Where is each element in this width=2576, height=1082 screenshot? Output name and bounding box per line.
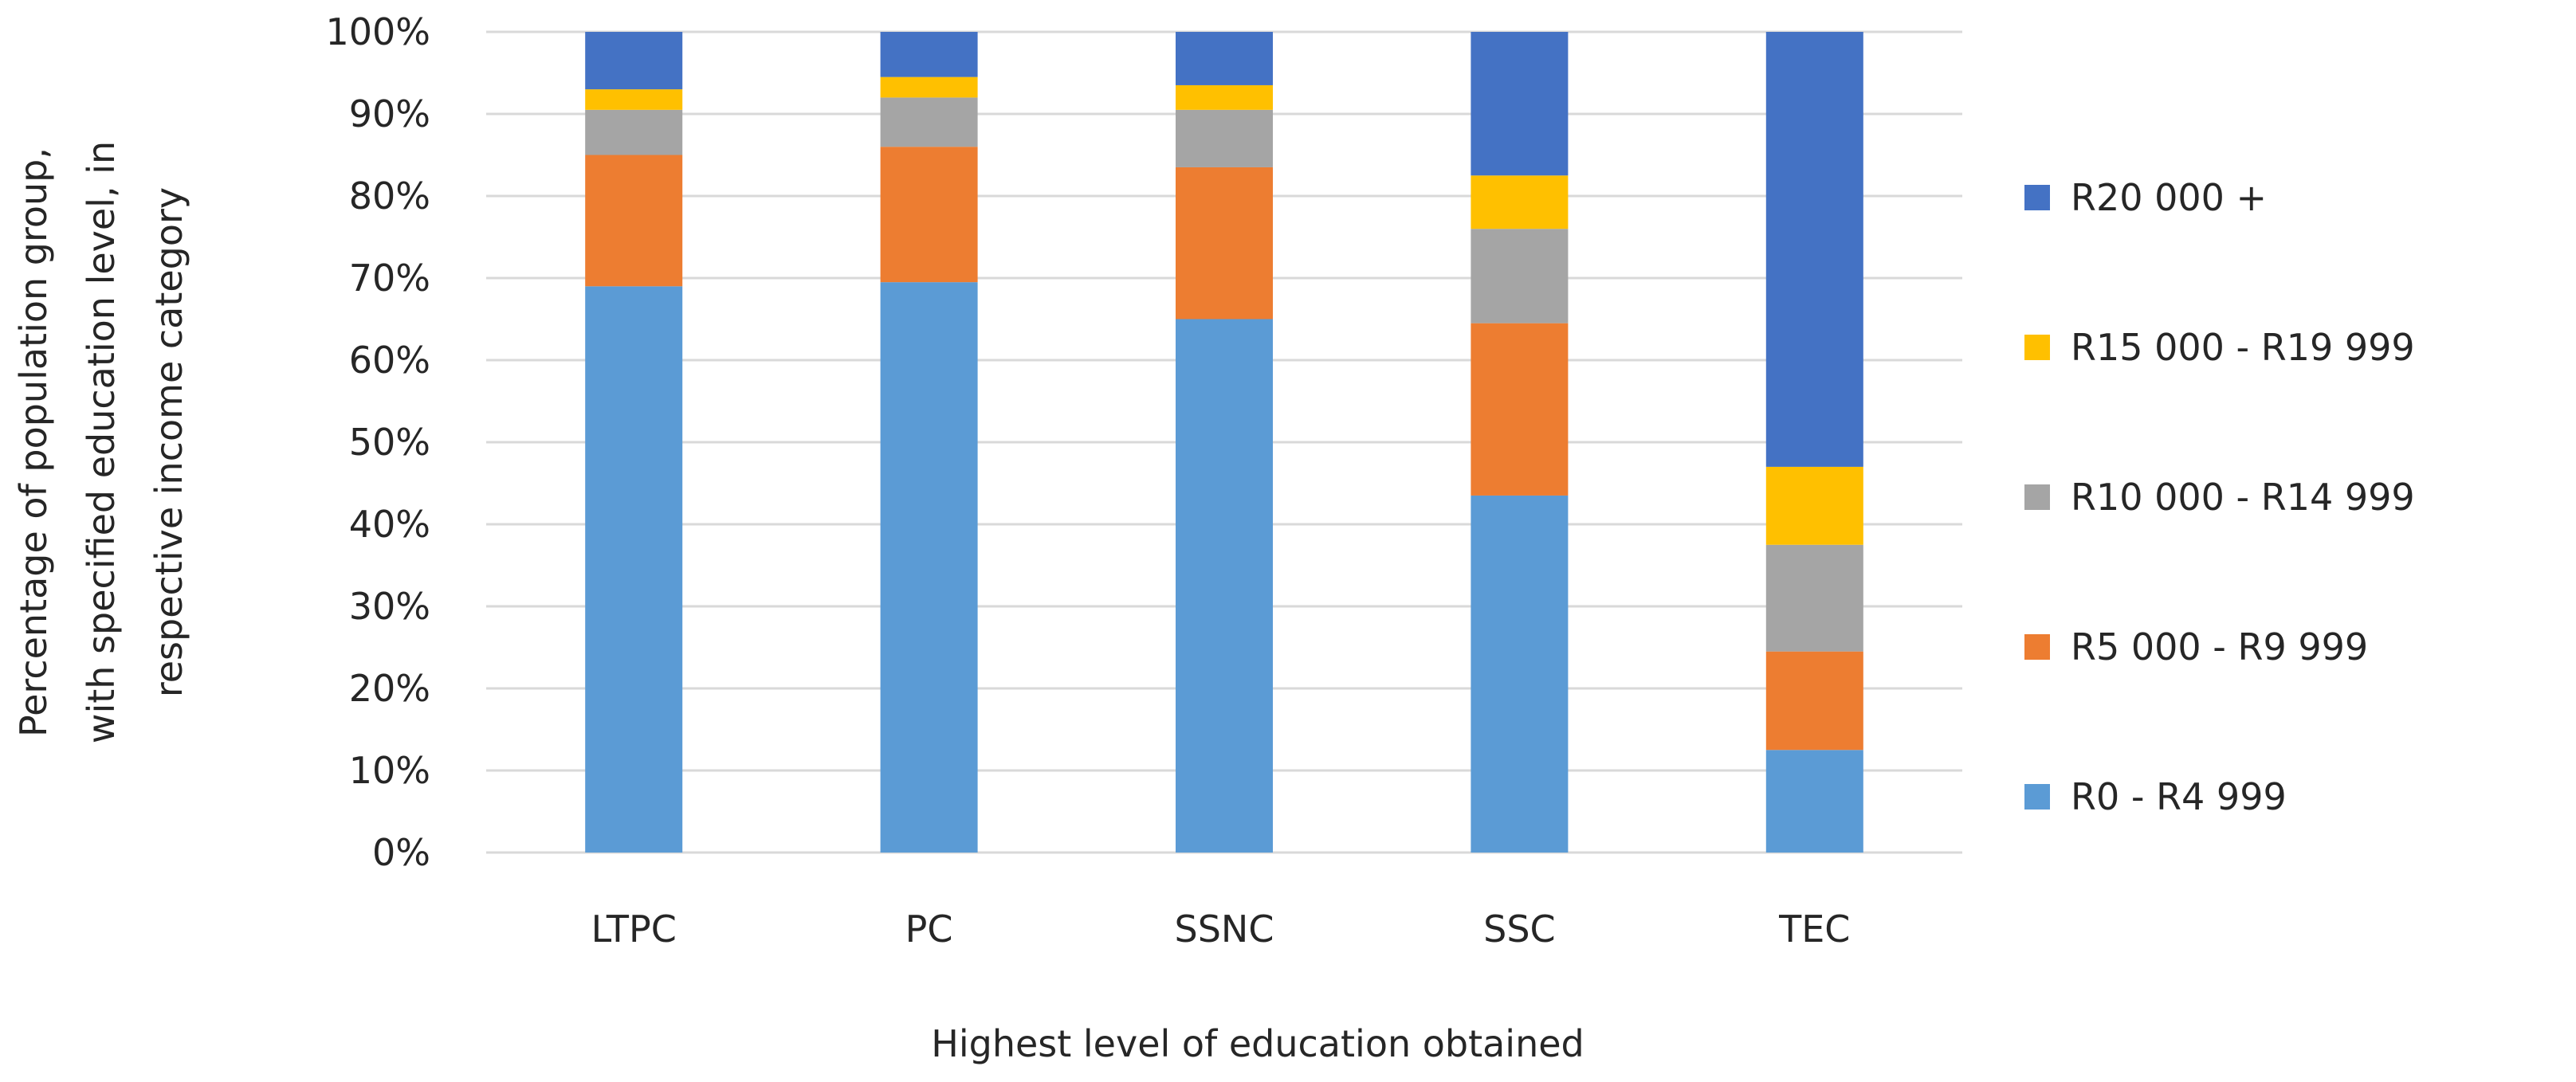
- tick-labels: 0% 10% 20% 30% 40% 50% 60% 70% 80% 90% 100% LTPC PC S…: [325, 10, 1850, 951]
- y-tick-label: 0%: [372, 831, 430, 874]
- bar-segment: [1176, 109, 1273, 167]
- x-tick-label: TEC: [1778, 908, 1850, 951]
- bar-segment: [1471, 323, 1569, 496]
- legend-label: R10 000 - R14 999: [2071, 476, 2415, 519]
- legend-label: R20 000 +: [2071, 176, 2267, 219]
- x-axis-title: Highest level of education obtained: [931, 1022, 1584, 1065]
- bar-segment: [1765, 750, 1863, 853]
- y-tick-label: 40%: [349, 503, 430, 546]
- legend-label: R15 000 - R19 999: [2071, 326, 2415, 369]
- legend-swatch: [2024, 335, 2050, 360]
- bar-segment: [1765, 544, 1863, 652]
- y-tick-label: 50%: [349, 421, 430, 464]
- bar-segment: [1765, 651, 1863, 751]
- bar-segment: [1176, 167, 1273, 320]
- bar-segment: [1765, 466, 1863, 545]
- bar-segment: [1765, 32, 1863, 467]
- x-tick-label: SSC: [1483, 908, 1556, 951]
- bar-segment: [880, 76, 978, 98]
- bar-segment: [880, 32, 978, 77]
- bar-segment: [880, 282, 978, 853]
- legend: R20 000 + R15 000 - R19 999 R10 000 - R14 …: [2024, 176, 2415, 818]
- x-tick-label: LTPC: [591, 908, 677, 951]
- x-tick-label: PC: [905, 908, 953, 951]
- y-tick-label: 20%: [349, 667, 430, 710]
- y-tick-label: 80%: [349, 174, 430, 218]
- bars: [585, 32, 1863, 853]
- legend-label: R5 000 - R9 999: [2071, 625, 2368, 668]
- bar-segment: [880, 147, 978, 283]
- bar-segment: [585, 155, 683, 287]
- y-axis-title-line-2: with specified education level, in: [80, 141, 123, 743]
- bar-segment: [1176, 319, 1273, 853]
- y-tick-label: 70%: [349, 257, 430, 300]
- legend-swatch: [2024, 185, 2050, 210]
- bar-segment: [1471, 495, 1569, 853]
- bar-segment: [1176, 84, 1273, 110]
- y-tick-label: 100%: [325, 10, 430, 53]
- legend-swatch: [2024, 634, 2050, 660]
- legend-swatch: [2024, 484, 2050, 510]
- bar-segment: [585, 109, 683, 155]
- y-axis-title-line-3: respective income category: [147, 187, 190, 697]
- y-axis-title-line-1: Percentage of population group,: [12, 147, 55, 737]
- legend-swatch: [2024, 784, 2050, 810]
- y-tick-label: 90%: [349, 92, 430, 135]
- bar-segment: [585, 286, 683, 853]
- y-axis-title: Percentage of population group, with spe…: [12, 141, 190, 743]
- x-tick-label: SSNC: [1175, 908, 1274, 951]
- bar-segment: [1471, 229, 1569, 323]
- bar-segment: [1471, 32, 1569, 176]
- bar-segment: [585, 89, 683, 110]
- y-tick-label: 10%: [349, 749, 430, 792]
- y-tick-label: 30%: [349, 585, 430, 628]
- bar-segment: [1176, 32, 1273, 85]
- y-tick-label: 60%: [349, 339, 430, 382]
- legend-label: R0 - R4 999: [2071, 775, 2287, 818]
- bar-segment: [1471, 175, 1569, 229]
- bar-segment: [585, 32, 683, 90]
- bar-segment: [880, 97, 978, 147]
